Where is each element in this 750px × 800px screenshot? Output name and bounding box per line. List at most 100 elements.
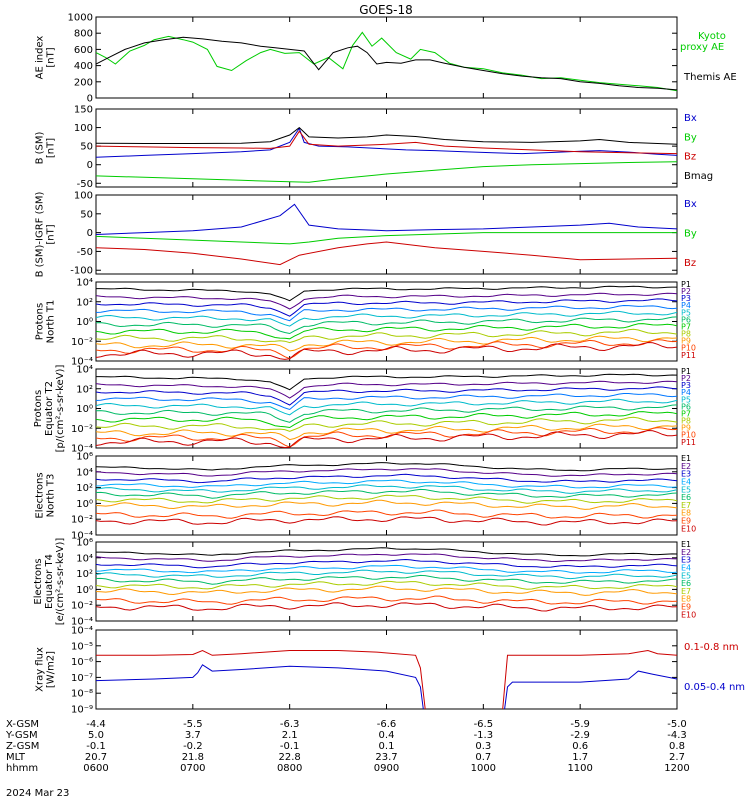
panel-frame xyxy=(95,194,678,275)
y-tick-label: 10² xyxy=(76,297,93,308)
plot-title: GOES-18 xyxy=(359,3,413,17)
y-tick-label: 10⁴ xyxy=(76,365,93,376)
x-row-label: MLT xyxy=(6,752,26,763)
panel-pe: 10⁻⁴ 10⁻² 10⁰ 10² 10⁴ Protons Equator T2 [p/(cm… xyxy=(33,365,696,455)
series-e6 xyxy=(96,574,677,585)
y-tick-label: 10⁶ xyxy=(76,452,93,463)
y-axis-label: [W/m2] xyxy=(46,651,57,688)
y-tick-label: 200 xyxy=(74,77,93,88)
legend-label: proxy AE xyxy=(680,42,724,53)
y-tick-label: 10⁻⁵ xyxy=(71,641,93,652)
series-bx xyxy=(96,203,677,235)
x-row-value: -5.9 xyxy=(570,719,590,730)
legend-label: P1 xyxy=(681,367,691,376)
legend-label: P11 xyxy=(681,438,696,447)
legend-label: Bz xyxy=(684,152,696,163)
y-axis-label: North T3 xyxy=(46,474,57,518)
series-e1 xyxy=(96,462,677,472)
series-p6 xyxy=(96,404,677,423)
y-axis-label: [e/(cm²-s-sr-keV)] xyxy=(55,538,66,626)
series-p7 xyxy=(96,323,677,340)
series-e5 xyxy=(96,484,677,494)
y-tick-label: 10² xyxy=(76,483,93,494)
series-by xyxy=(96,161,677,183)
legend-label: Themis AE xyxy=(683,72,737,83)
y-tick-label: 10⁻⁴ xyxy=(71,531,93,542)
x-row-value: 0.7 xyxy=(475,752,491,763)
legend-label: Bx xyxy=(684,113,697,124)
legend-label: P4 xyxy=(681,388,691,397)
y-tick-label: 100 xyxy=(74,191,93,202)
y-tick-label: 1000 xyxy=(68,13,93,24)
series-e6 xyxy=(96,488,677,499)
y-axis-label: [p/(cm²-s-sr-keV)] xyxy=(55,365,66,453)
y-tick-label: 0 xyxy=(87,94,93,105)
y-tick-label: 10⁰ xyxy=(76,585,93,596)
legend-label: Kyoto xyxy=(698,31,726,42)
panel-series xyxy=(96,203,677,266)
series-p1 xyxy=(96,373,677,391)
series-p2 xyxy=(96,380,677,399)
x-row-value: 22.8 xyxy=(279,752,301,763)
panel-frame xyxy=(95,108,678,188)
x-row-value: -4.4 xyxy=(86,719,106,730)
legend-label: E1 xyxy=(681,540,691,549)
y-tick-label: 10⁻⁴ xyxy=(71,617,93,628)
legend-label: P8 xyxy=(681,417,691,426)
x-row-value: -4.3 xyxy=(667,730,687,741)
panel-series xyxy=(96,373,677,448)
series-bz xyxy=(96,130,677,155)
x-row-value: 5.0 xyxy=(88,730,104,741)
y-tick-label: 10² xyxy=(76,569,93,580)
series-e4 xyxy=(96,479,677,489)
series-p8 xyxy=(96,416,677,432)
x-row-value: 0.3 xyxy=(475,741,491,752)
y-tick-label: 10⁻⁸ xyxy=(71,689,93,700)
x-row-value: -6.3 xyxy=(280,719,300,730)
series-by xyxy=(96,232,677,245)
legend-label: P6 xyxy=(681,402,691,411)
x-row-label: X-GSM xyxy=(6,719,39,730)
y-tick-label: 10⁻² xyxy=(71,515,93,526)
x-row-value: 0800 xyxy=(277,763,302,774)
y-tick-label: -50 xyxy=(77,179,93,190)
panel-ee: 10⁻⁴ 10⁻² 10⁰ 10² 10⁴ 10⁶ Electrons Equator T4[… xyxy=(33,538,696,628)
legend-label: E9 xyxy=(681,517,691,526)
series-p5 xyxy=(96,310,677,327)
x-row-value: 0600 xyxy=(83,763,108,774)
series-e10 xyxy=(96,516,677,526)
x-row-label: Y-GSM xyxy=(5,730,38,741)
panel-series xyxy=(96,462,677,526)
legend-label: E4 xyxy=(681,563,691,572)
y-axis-label: AE index xyxy=(35,36,46,80)
y-axis-label: B (SM) xyxy=(35,131,46,164)
legend-label: E3 xyxy=(681,556,691,565)
y-tick-label: 400 xyxy=(74,61,93,72)
series-e9 xyxy=(96,509,677,519)
series-p2 xyxy=(96,292,677,310)
legend-label: E8 xyxy=(681,509,691,518)
series-0-1-0-8-nm xyxy=(502,649,677,709)
x-row-value: 20.7 xyxy=(85,752,107,763)
series-p6 xyxy=(96,316,677,335)
y-axis-label: Equator T2 xyxy=(44,381,55,436)
legend-label: P10 xyxy=(681,431,696,440)
y-axis-label: [nT] xyxy=(46,138,57,158)
legend-label: E1 xyxy=(681,454,691,463)
legend-label: E5 xyxy=(681,571,691,580)
y-tick-label: -50 xyxy=(77,247,93,258)
x-row-value: 0.8 xyxy=(669,741,685,752)
legend-label: 0.05-0.4 nm xyxy=(684,682,745,693)
x-row-value: 1100 xyxy=(567,763,592,774)
series-e1 xyxy=(96,547,677,557)
y-tick-label: 10⁴ xyxy=(76,553,93,564)
x-row-value: -5.0 xyxy=(667,719,687,730)
panel-bsm: -50 0 50 100 150 B (SM) [nT] Bx By Bz Bmag xyxy=(35,105,714,190)
legend-label: E3 xyxy=(681,470,691,479)
y-axis-label: [nT] xyxy=(46,224,57,244)
series-p9 xyxy=(96,423,677,441)
legend-label: E5 xyxy=(681,485,691,494)
y-tick-label: 50 xyxy=(80,142,93,153)
